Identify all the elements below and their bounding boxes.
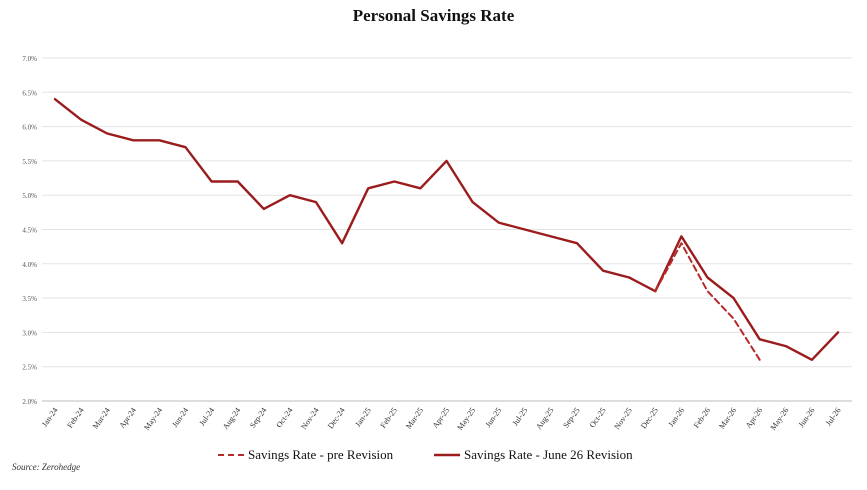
x-tick-label: Nov-25: [612, 406, 633, 431]
x-tick-label: Jun-24: [170, 406, 190, 429]
series-line-june-revision: [53, 98, 840, 361]
legend-dashed-line-swatch: [218, 454, 244, 456]
y-tick-label: 3.5%: [22, 295, 37, 303]
x-tick-label: Jul-25: [511, 406, 530, 428]
series-line-pre-revision: [654, 242, 761, 361]
y-tick-label: 3.0%: [22, 329, 37, 337]
x-tick-label: Jun-26: [797, 406, 817, 429]
chart-title: Personal Savings Rate: [352, 6, 515, 25]
x-tick-label: Apr-25: [431, 406, 452, 430]
y-tick-label: 6.0%: [22, 124, 37, 132]
x-tick-label: Jun-25: [483, 406, 503, 429]
x-tick-label: Sep-24: [248, 406, 268, 430]
x-tick-label: Apr-26: [744, 406, 765, 430]
y-tick-label: 5.5%: [22, 158, 37, 166]
x-tick-label: May-25: [455, 406, 477, 432]
x-tick-label: May-24: [142, 406, 164, 432]
x-tick-label: Jan-24: [40, 406, 60, 429]
x-tick-label: Sep-25: [561, 406, 581, 430]
y-tick-label: 2.5%: [22, 364, 37, 372]
x-tick-label: Jan-25: [353, 406, 373, 429]
x-tick-label: Aug-24: [221, 406, 242, 431]
legend-label-june-revision: Savings Rate - June 26 Revision: [464, 447, 633, 462]
y-tick-label: 7.0%: [22, 55, 37, 63]
legend-label-pre-revision: Savings Rate - pre Revision: [248, 447, 394, 462]
y-tick-label: 2.0%: [22, 398, 37, 406]
x-tick-label: Oct-24: [274, 406, 294, 429]
x-axis-tick-labels: Jan-24 Feb-24 Mar-24 Apr-24 May-24 Jun-24 Jul-…: [40, 406, 843, 432]
x-tick-label: Mar-26: [717, 406, 738, 431]
y-tick-label: 4.5%: [22, 227, 37, 235]
x-tick-label: Nov-24: [299, 406, 320, 431]
x-tick-label: Jul-26: [824, 406, 843, 428]
x-tick-label: Aug-25: [534, 406, 555, 431]
x-tick-label: Mar-24: [91, 406, 112, 431]
x-tick-label: Apr-24: [117, 406, 138, 430]
gridlines: [42, 57, 852, 368]
source-note: Source: Zerohedge: [12, 462, 81, 472]
series-lines: [53, 98, 840, 361]
y-tick-label: 6.5%: [22, 89, 37, 97]
x-tick-label: Oct-25: [588, 406, 608, 429]
x-tick-label: Mar-25: [404, 406, 425, 431]
legend-item-june-revision: Savings Rate - June 26 Revision: [434, 447, 633, 463]
x-tick-label: Feb-25: [379, 406, 399, 430]
x-tick-label: Jul-24: [197, 406, 216, 428]
legend-item-pre-revision: Savings Rate - pre Revision: [218, 447, 393, 463]
x-tick-label: Dec-25: [639, 406, 660, 430]
x-tick-label: Dec-24: [326, 406, 347, 430]
x-tick-label: Feb-26: [692, 406, 712, 430]
y-axis-tick-labels: 2.0% 2.5% 3.0% 3.5% 4.0% 4.5% 5.0% 5.5% 6.0% 6.5%…: [22, 55, 37, 406]
x-tick-label: May-26: [769, 406, 791, 432]
x-tick-label: Feb-24: [65, 406, 85, 430]
legend-solid-line-swatch: [434, 453, 460, 457]
y-tick-label: 4.0%: [22, 261, 37, 269]
x-tick-label: Jan-26: [666, 406, 686, 429]
y-tick-label: 5.0%: [22, 192, 37, 200]
